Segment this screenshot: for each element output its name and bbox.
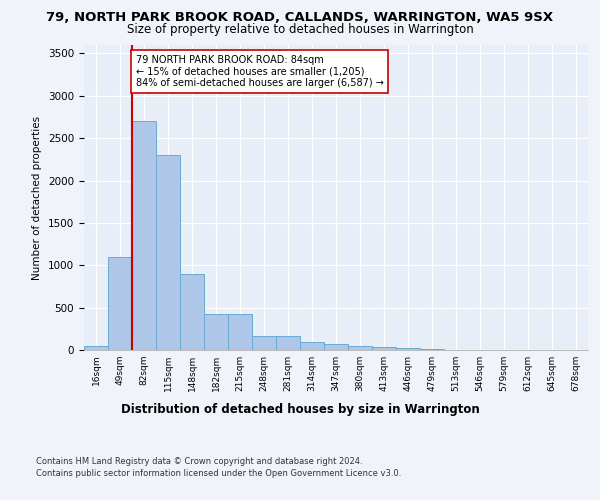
Bar — [324, 344, 348, 350]
Y-axis label: Number of detached properties: Number of detached properties — [32, 116, 43, 280]
Bar — [276, 336, 300, 350]
Bar — [348, 346, 372, 350]
Bar — [300, 342, 324, 350]
Text: Size of property relative to detached houses in Warrington: Size of property relative to detached ho… — [127, 22, 473, 36]
Bar — [132, 121, 156, 350]
Bar — [396, 348, 420, 350]
Bar — [204, 314, 228, 350]
Text: 79 NORTH PARK BROOK ROAD: 84sqm
← 15% of detached houses are smaller (1,205)
84%: 79 NORTH PARK BROOK ROAD: 84sqm ← 15% of… — [136, 55, 383, 88]
Text: Contains HM Land Registry data © Crown copyright and database right 2024.: Contains HM Land Registry data © Crown c… — [36, 458, 362, 466]
Bar — [228, 314, 252, 350]
Bar — [156, 155, 180, 350]
Text: Distribution of detached houses by size in Warrington: Distribution of detached houses by size … — [121, 402, 479, 415]
Bar — [372, 348, 396, 350]
Bar — [84, 346, 108, 350]
Bar — [252, 336, 276, 350]
Bar — [420, 349, 444, 350]
Bar — [108, 257, 132, 350]
Text: 79, NORTH PARK BROOK ROAD, CALLANDS, WARRINGTON, WA5 9SX: 79, NORTH PARK BROOK ROAD, CALLANDS, WAR… — [46, 11, 554, 24]
Bar — [180, 274, 204, 350]
Text: Contains public sector information licensed under the Open Government Licence v3: Contains public sector information licen… — [36, 469, 401, 478]
